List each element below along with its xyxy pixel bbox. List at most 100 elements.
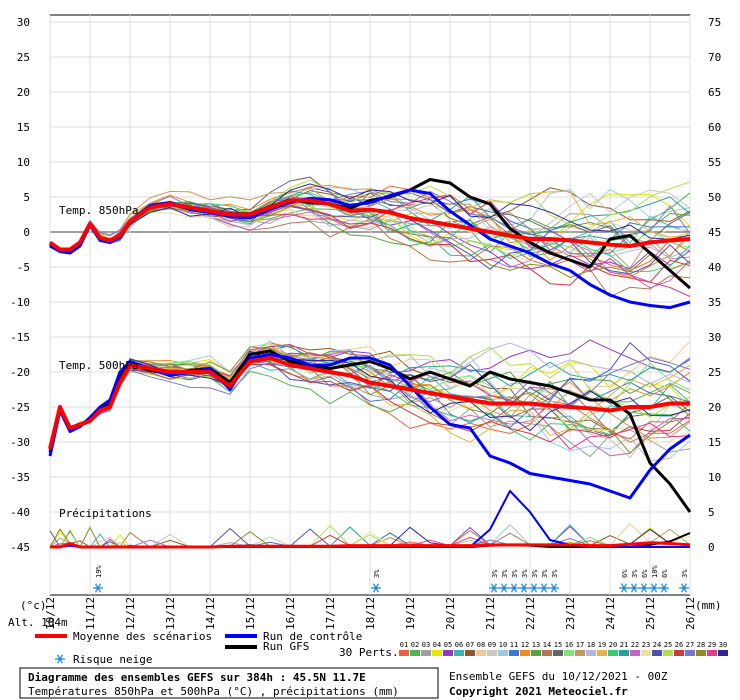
series-line-precip [50, 541, 691, 549]
pert-swatch [498, 650, 508, 656]
right-tick-label: 45 [708, 226, 721, 239]
left-tick-label: 10 [17, 156, 30, 169]
pert-swatch [597, 650, 607, 656]
pert-swatch [652, 650, 662, 656]
left-tick-label: 5 [23, 191, 30, 204]
snowflake-icon-legend [55, 654, 65, 664]
snowflake-center [522, 586, 526, 590]
snow-risk-pct: 3% [631, 569, 639, 578]
right-tick-label: 20 [708, 401, 721, 414]
right-tick-label: 65 [708, 86, 721, 99]
snow-risk-pct: 19% [95, 565, 103, 578]
pert-swatch [410, 650, 420, 656]
date-label: 16/12 [284, 597, 297, 630]
left-tick-label: 30 [17, 16, 30, 29]
pert-number: 14 [543, 641, 551, 649]
pert-swatch [696, 650, 706, 656]
main-series [48, 178, 692, 549]
series-line-850 [48, 198, 691, 252]
left-tick-label: 15 [17, 121, 30, 134]
pert-swatch [531, 650, 541, 656]
pert-number: 19 [598, 641, 606, 649]
chart-title: Diagramme des ensembles GEFS sur 384h : … [28, 671, 366, 684]
snowflake-center [662, 586, 666, 590]
pert-swatch [718, 650, 728, 656]
snowflake-icon [509, 583, 519, 593]
date-label: 15/12 [244, 597, 257, 630]
pert-number: 13 [532, 641, 540, 649]
left-tick-label: 25 [17, 51, 30, 64]
left-tick-label: -5 [17, 261, 30, 274]
left-tick-label: -10 [10, 296, 30, 309]
snow-risk-pct: 3% [681, 569, 689, 578]
grid [49, 15, 691, 595]
pert-swatch [454, 650, 464, 656]
snow-risk-pct: 3% [551, 569, 559, 578]
date-label: 23/12 [564, 597, 577, 630]
series-line-500 [48, 353, 691, 500]
date-labels: 10/12 11/12 12/12 13/12 14/12 15/12 16/12 17/12… [44, 597, 697, 630]
pert-swatch [432, 650, 442, 656]
panel-label-t500: Temp. 500hPa [59, 359, 138, 372]
date-label: 21/12 [484, 597, 497, 630]
pert-line-850 [49, 179, 691, 250]
snowflake-center [492, 586, 496, 590]
pert-swatch [443, 650, 453, 656]
legend-control-label: Run de contrôle [263, 630, 362, 643]
snowflake-center [374, 586, 378, 590]
left-tick-label: -35 [10, 471, 30, 484]
left-tick-label: -20 [10, 366, 30, 379]
snowflake-icon [489, 583, 499, 593]
snowflake-center [96, 586, 100, 590]
snow-risk-pct: 6% [661, 569, 669, 578]
pert-number: 25 [664, 641, 672, 649]
pert-swatch [630, 650, 640, 656]
snowflake-center [682, 586, 686, 590]
left-tick-label: -45 [10, 541, 30, 554]
pert-number: 08 [477, 641, 485, 649]
right-tick-label: 10 [708, 471, 721, 484]
pert-number: 16 [565, 641, 573, 649]
date-label: 22/12 [524, 597, 537, 630]
right-tick-label: 25 [708, 366, 721, 379]
pert-number: 20 [609, 641, 617, 649]
date-label: 18/12 [364, 597, 377, 630]
snow-risk-pct: 3% [511, 569, 519, 578]
right-axis-unit: (mm) [695, 599, 722, 612]
pert-number: 28 [697, 641, 705, 649]
pert-swatch [608, 650, 618, 656]
snowflake-center [58, 657, 62, 661]
snowflake-center [512, 586, 516, 590]
snowflake-center [622, 586, 626, 590]
snowflake-icon [539, 583, 549, 593]
snowflake-center [632, 586, 636, 590]
altitude-label: Alt. 104m [8, 616, 68, 629]
snowflake-icon [529, 583, 539, 593]
date-label: 12/12 [124, 597, 137, 630]
left-tick-label: -30 [10, 436, 30, 449]
snow-risk-pct: 3% [531, 569, 539, 578]
pert-swatch [707, 650, 717, 656]
pert-number: 30 [719, 641, 727, 649]
snowflake-icon [371, 583, 381, 593]
snowflake-icon [649, 583, 659, 593]
right-tick-label: 55 [708, 156, 721, 169]
pert-number: 01 [400, 641, 408, 649]
left-tick-label: -25 [10, 401, 30, 414]
snowflake-icon [619, 583, 629, 593]
snowflake-center [502, 586, 506, 590]
right-tick-label: 60 [708, 121, 721, 134]
pert-number: 07 [466, 641, 474, 649]
pert-number: 12 [521, 641, 529, 649]
snowflake-icon [499, 583, 509, 593]
pert-number: 15 [554, 641, 562, 649]
chart-subtitle: Températures 850hPa et 500hPa (°C) , pré… [28, 685, 399, 698]
pert-swatch [586, 650, 596, 656]
pert-number: 18 [587, 641, 595, 649]
pert-swatch [509, 650, 519, 656]
pert-number: 11 [510, 641, 518, 649]
pert-swatch [487, 650, 497, 656]
panel-label-t850: Temp. 850hPa [59, 204, 138, 217]
snowflake-icon [93, 583, 103, 593]
